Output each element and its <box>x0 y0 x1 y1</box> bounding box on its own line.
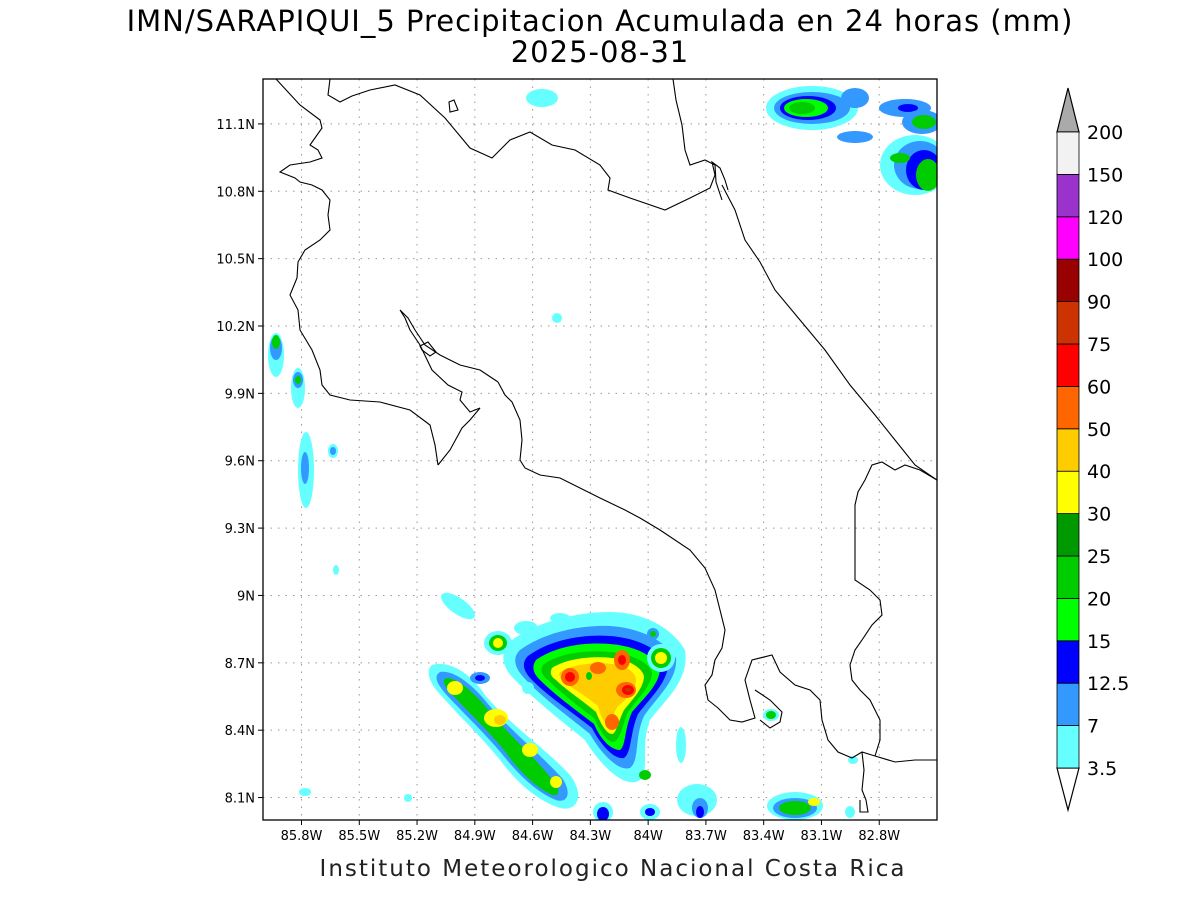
colorbar-over-triangle <box>1056 87 1080 133</box>
lat-tick-label: 8.1N <box>225 792 255 807</box>
colorbar-swatch <box>1056 470 1080 515</box>
colorbar-swatch <box>1056 725 1080 769</box>
colorbar-under-triangle <box>1056 767 1080 813</box>
colorbar-level-label: 120 <box>1087 207 1123 229</box>
colorbar-level-label: 50 <box>1087 419 1111 441</box>
colorbar-swatch <box>1056 682 1080 727</box>
precip-cell <box>428 663 579 809</box>
colorbar-swatch <box>1056 513 1080 557</box>
colorbar-swatch <box>1056 131 1080 175</box>
colorbar-swatch <box>1056 343 1080 387</box>
precip-cell <box>526 86 873 143</box>
map-title: IMN/SARAPIQUI_5 Precipitacion Acumulada … <box>126 4 1074 38</box>
footer-credit: Instituto Meteorologico Nacional Costa R… <box>319 856 907 882</box>
lon-tick-label: 82.8W <box>858 829 900 844</box>
colorbar-level-label: 25 <box>1087 546 1111 568</box>
colorbar-level-label: 40 <box>1087 461 1111 483</box>
colorbar-level-label: 90 <box>1087 292 1111 314</box>
lat-tick-label: 9.6N <box>225 455 255 470</box>
colorbar-swatch <box>1056 640 1080 684</box>
lat-tick-label: 10.5N <box>216 253 255 268</box>
lon-tick-label: 83.4W <box>743 829 785 844</box>
colorbar-level-label: 30 <box>1087 504 1111 526</box>
colorbar-swatch <box>1056 301 1080 345</box>
precip-cell <box>440 592 675 672</box>
longitude-axis: 85.8W 85.5W 85.2W 84.9W 84.6W 84.3W 84W 83.7W 83… <box>281 820 900 844</box>
colorbar-legend: 3.5 7 12.5 15 20 25 30 40 50 60 75 90 100 120 150 200 <box>1056 87 1129 813</box>
colorbar-level-label: 20 <box>1087 588 1111 610</box>
lat-tick-label: 9.9N <box>225 387 255 402</box>
colorbar-level-label: 100 <box>1087 249 1123 271</box>
precip-cell <box>593 709 858 820</box>
map-frame <box>262 78 938 821</box>
lat-tick-label: 10.2N <box>216 320 255 335</box>
lat-tick-label: 9.3N <box>225 522 255 537</box>
lon-tick-label: 85.2W <box>396 829 438 844</box>
colorbar-level-label: 200 <box>1087 122 1123 144</box>
lat-tick-label: 11.1N <box>216 118 255 133</box>
colorbar-swatch <box>1056 428 1080 472</box>
colorbar-level-label: 60 <box>1087 376 1111 398</box>
colorbar-swatch <box>1056 555 1080 599</box>
latitude-axis: 8.1N 8.4N 8.7N 9N 9.3N 9.6N 9.9N 10.2N 10.5N 10.8… <box>216 118 263 807</box>
precipitation-field <box>268 86 937 820</box>
lon-tick-label: 84.6W <box>512 829 554 844</box>
colorbar-level-label: 3.5 <box>1087 758 1117 780</box>
lon-tick-label: 84.9W <box>454 829 496 844</box>
colorbar-level-label: 12.5 <box>1087 673 1129 695</box>
colorbar-swatch <box>1056 598 1080 642</box>
colorbar-swatch <box>1056 173 1080 218</box>
lon-tick-label: 83.7W <box>685 829 727 844</box>
colorbar-level-label: 7 <box>1087 716 1099 738</box>
colorbar-level-label: 75 <box>1087 334 1111 356</box>
coastline <box>275 79 937 813</box>
lat-tick-label: 10.8N <box>216 185 255 200</box>
lon-tick-label: 84.3W <box>569 829 611 844</box>
map-date: 2025-08-31 <box>510 35 690 69</box>
lon-tick-label: 85.8W <box>281 829 323 844</box>
colorbar-swatch <box>1056 385 1080 430</box>
colorbar-swatch <box>1056 216 1080 260</box>
lon-tick-label: 83.1W <box>801 829 843 844</box>
lat-tick-label: 9N <box>237 589 255 604</box>
colorbar-level-label: 15 <box>1087 631 1111 653</box>
precip-cell <box>503 612 686 783</box>
lat-tick-label: 8.4N <box>225 724 255 739</box>
lon-tick-label: 85.5W <box>338 829 380 844</box>
precip-cell <box>879 99 937 195</box>
colorbar-swatch <box>1056 258 1080 303</box>
lon-tick-label: 84W <box>633 829 663 844</box>
precip-cell <box>268 313 562 802</box>
colorbar-level-label: 150 <box>1087 164 1123 186</box>
lat-tick-label: 8.7N <box>225 657 255 672</box>
